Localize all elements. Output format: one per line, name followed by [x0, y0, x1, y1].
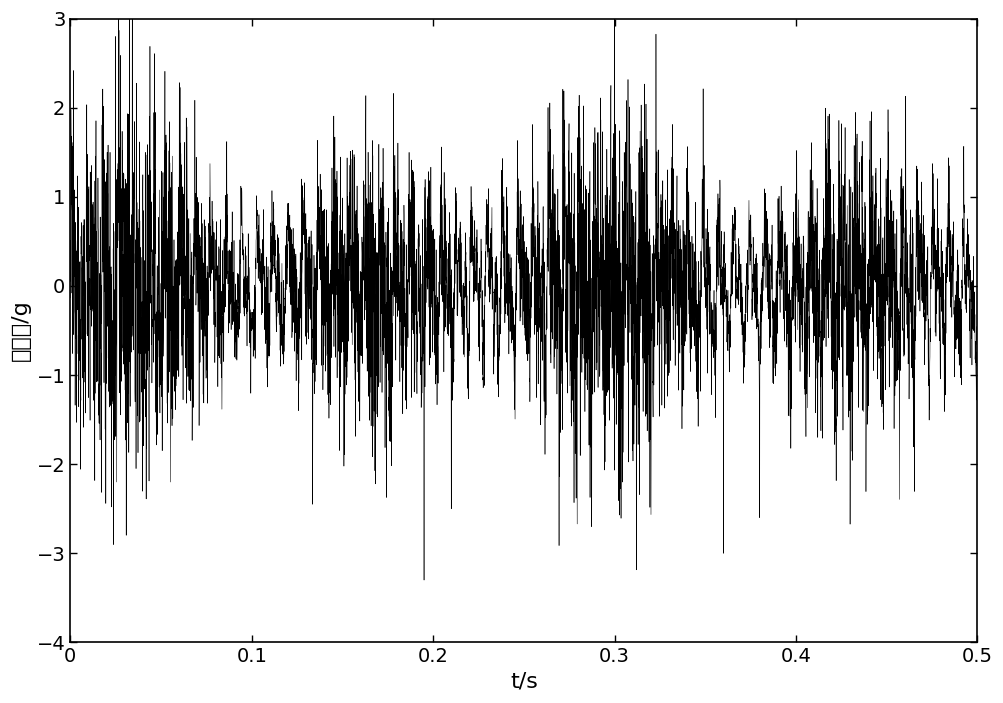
X-axis label: t/s: t/s	[510, 672, 538, 692]
Y-axis label: 加速度/g: 加速度/g	[11, 299, 31, 361]
